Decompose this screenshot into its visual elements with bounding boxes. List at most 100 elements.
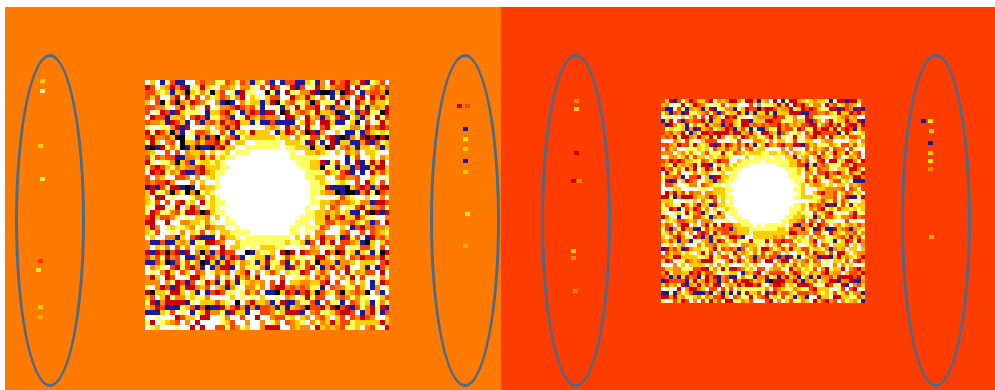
heatmap-cell [340, 115, 346, 121]
heatmap-cell [669, 111, 674, 116]
heatmap-cell [220, 200, 226, 206]
heatmap-cell [230, 100, 236, 106]
heatmap-cell [733, 175, 738, 180]
heatmap-cell [821, 131, 826, 136]
heatmap-cell [260, 100, 266, 106]
heatmap-cell [693, 131, 698, 136]
heatmap-cell [380, 205, 386, 211]
heatmap-cell [817, 171, 822, 176]
heatmap-cell [693, 127, 698, 132]
heatmap-cell [280, 315, 286, 321]
heatmap-cell [761, 279, 766, 284]
heatmap-cell [315, 130, 321, 136]
heatmap-cell [375, 245, 381, 251]
heatmap-cell [195, 260, 201, 266]
heatmap-cell [230, 225, 236, 231]
heatmap-cell [693, 223, 698, 228]
heatmap-cell [320, 270, 326, 276]
heatmap-cell [693, 279, 698, 284]
heatmap-cell [689, 183, 694, 188]
heatmap-cell [725, 131, 730, 136]
heatmap-cell [665, 175, 670, 180]
heatmap-cell [300, 150, 306, 156]
heatmap-cell [285, 180, 291, 186]
heatmap-cell [150, 135, 156, 141]
heatmap-cell [701, 123, 706, 128]
heatmap-cell [230, 260, 236, 266]
heatmap-cell [805, 251, 810, 256]
heatmap-cell [757, 247, 762, 252]
heatmap-cell [689, 179, 694, 184]
heatmap-cell [729, 143, 734, 148]
heatmap-cell [285, 195, 291, 201]
heatmap-cell [225, 225, 231, 231]
heatmap-cell [185, 305, 191, 311]
heatmap-cell [330, 205, 336, 211]
heatmap-cell [245, 110, 251, 116]
heatmap-cell [340, 210, 346, 216]
heatmap-cell [160, 150, 166, 156]
heatmap-cell [721, 131, 726, 136]
heatmap-cell [713, 283, 718, 288]
heatmap-cell [340, 315, 346, 321]
heatmap-cell [697, 139, 702, 144]
heatmap-cell [669, 235, 674, 240]
heatmap-cell [175, 210, 181, 216]
heatmap-cell [210, 325, 216, 330]
heatmap-cell [255, 220, 261, 226]
heatmap-cell [745, 123, 750, 128]
heatmap-cell [725, 211, 730, 216]
heatmap-cell [661, 115, 666, 120]
heatmap-cell [837, 175, 842, 180]
heatmap-cell [310, 240, 316, 246]
heatmap-cell [817, 135, 822, 140]
heatmap-cell [270, 320, 276, 326]
heatmap-cell [725, 99, 730, 104]
heatmap-cell [315, 90, 321, 96]
heatmap-cell [365, 280, 371, 286]
heatmap-cell [697, 191, 702, 196]
heatmap-cell [677, 159, 682, 164]
heatmap-cell [150, 195, 156, 201]
heatmap-cell [685, 135, 690, 140]
heatmap-cell [310, 110, 316, 116]
heatmap-cell [829, 159, 834, 164]
heatmap-cell [170, 150, 176, 156]
heatmap-cell [853, 123, 858, 128]
heatmap-cell [845, 143, 850, 148]
heatmap-cell [250, 320, 256, 326]
heatmap-cell [713, 115, 718, 120]
heatmap-cell [797, 239, 802, 244]
heatmap-cell [705, 127, 710, 132]
heatmap-cell [355, 180, 361, 186]
heatmap-cell [215, 185, 221, 191]
heatmap-cell [190, 215, 196, 221]
heatmap-cell [757, 279, 762, 284]
heatmap-cell [330, 110, 336, 116]
heatmap-cell [230, 315, 236, 321]
heatmap-cell [260, 270, 266, 276]
heatmap-cell [225, 290, 231, 296]
heatmap-cell [160, 310, 166, 316]
heatmap-cell [210, 230, 216, 236]
heatmap-cell [773, 287, 778, 292]
heatmap-cell [320, 100, 326, 106]
heatmap-cell [205, 115, 211, 121]
heatmap-cell [380, 245, 386, 251]
heatmap-cell [340, 260, 346, 266]
heatmap-cell [789, 231, 794, 236]
heatmap-cell [829, 267, 834, 272]
heatmap-cell [265, 280, 271, 286]
heatmap-cell [345, 320, 351, 326]
heatmap-cell [365, 205, 371, 211]
heatmap-cell [270, 140, 276, 146]
heatmap-cell [765, 207, 770, 212]
heatmap-cell [145, 310, 151, 316]
heatmap-cell [769, 155, 774, 160]
heatmap-cell [757, 183, 762, 188]
heatmap-cell [260, 140, 266, 146]
heatmap-cell [857, 127, 862, 132]
heatmap-cell [230, 210, 236, 216]
heatmap-cell [829, 235, 834, 240]
heatmap-cell [150, 275, 156, 281]
